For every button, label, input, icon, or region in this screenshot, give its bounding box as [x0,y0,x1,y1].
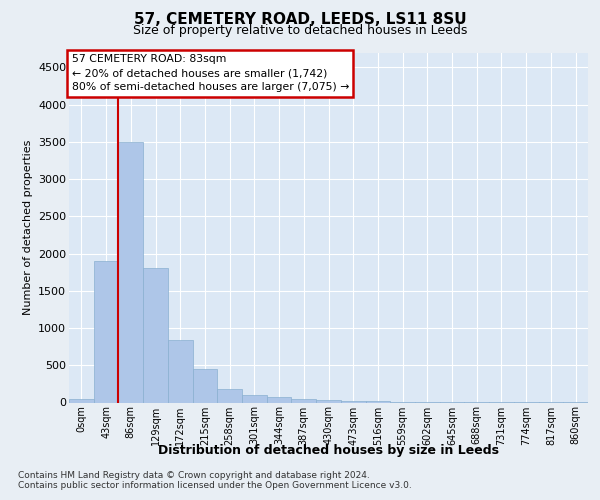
Bar [168,340,193,402]
Bar [292,399,316,402]
Bar [341,401,365,402]
Bar [118,142,143,403]
Bar [242,395,267,402]
Text: Size of property relative to detached houses in Leeds: Size of property relative to detached ho… [133,24,467,37]
Bar [69,399,94,402]
Text: Contains public sector information licensed under the Open Government Licence v3: Contains public sector information licen… [18,481,412,490]
Bar [193,369,217,402]
Text: Distribution of detached houses by size in Leeds: Distribution of detached houses by size … [158,444,499,457]
Bar [267,398,292,402]
Text: 57, CEMETERY ROAD, LEEDS, LS11 8SU: 57, CEMETERY ROAD, LEEDS, LS11 8SU [134,12,466,28]
Text: Contains HM Land Registry data © Crown copyright and database right 2024.: Contains HM Land Registry data © Crown c… [18,471,370,480]
Bar [217,390,242,402]
Bar [94,261,118,402]
Bar [316,400,341,402]
Y-axis label: Number of detached properties: Number of detached properties [23,140,32,315]
Text: 57 CEMETERY ROAD: 83sqm
← 20% of detached houses are smaller (1,742)
80% of semi: 57 CEMETERY ROAD: 83sqm ← 20% of detache… [71,54,349,92]
Bar [143,268,168,402]
